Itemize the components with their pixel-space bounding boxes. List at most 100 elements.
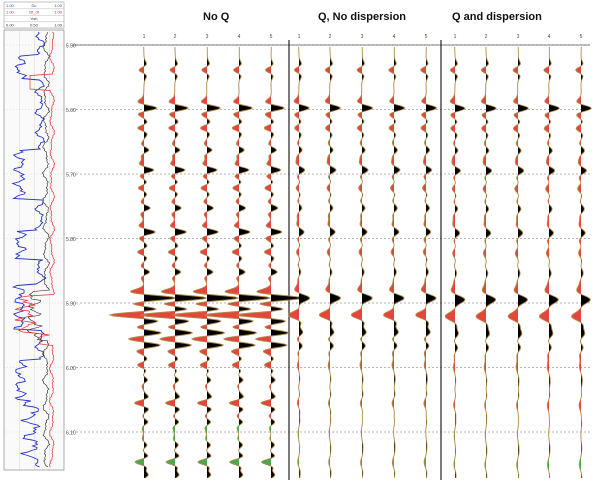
seismic-trace <box>287 47 311 479</box>
trace-number-label: 5 <box>270 34 273 40</box>
log-header-label: 1.00 <box>54 23 63 28</box>
log-header-label: 0.50 <box>30 23 39 28</box>
trace-number-label: 4 <box>393 34 396 40</box>
wiggle-line <box>108 47 178 479</box>
trace-number-label: 3 <box>517 34 520 40</box>
trace-number-label: 5 <box>580 34 583 40</box>
log-header-label: Vsh <box>31 16 38 21</box>
log-header-label: 1.00 <box>6 3 15 8</box>
negative-amplitude-fill <box>392 425 394 478</box>
seismic-trace <box>538 47 560 478</box>
seismic-trace <box>203 47 272 479</box>
wiggle-line <box>538 47 560 478</box>
negative-amplitude-fill <box>297 425 299 478</box>
wiggle-line <box>171 47 240 479</box>
panel-title-q-no-dispersion: Q, No dispersion <box>318 11 407 23</box>
negative-amplitude-fill <box>205 47 239 425</box>
positive-amplitude-fill <box>144 47 176 478</box>
negative-amplitude-fill <box>172 47 207 425</box>
seismic-trace <box>475 47 497 479</box>
negative-amplitude-fill <box>135 425 144 478</box>
negative-amplitude-fill <box>453 425 455 478</box>
time-tick-label: 5.80 <box>66 237 76 243</box>
trace-number-label: 1 <box>454 34 457 40</box>
positive-amplitude-fill <box>175 47 207 478</box>
time-tick-label: 5.60 <box>66 108 76 114</box>
sonic-log-curve <box>14 31 56 468</box>
wiggle-line <box>571 47 592 478</box>
negative-amplitude-fill <box>415 47 426 425</box>
wiggle-line <box>415 47 438 479</box>
negative-amplitude-fill <box>229 425 239 478</box>
negative-amplitude-fill <box>328 425 330 478</box>
negative-amplitude-fill <box>571 47 581 425</box>
negative-amplitude-fill <box>288 47 299 425</box>
log-header-label: Dt_dl <box>29 10 38 15</box>
log-header-label: Dc <box>32 3 37 8</box>
panel-title-q-and-dispersion: Q and dispersion <box>452 11 542 23</box>
negative-amplitude-fill <box>476 47 486 425</box>
trace-number-label: 3 <box>361 34 364 40</box>
trace-number-label: 1 <box>143 34 146 40</box>
wiggle-line <box>235 47 304 479</box>
seismic-trace <box>108 47 178 479</box>
seismic-trace <box>444 47 466 478</box>
positive-amplitude-fill <box>207 47 239 478</box>
negative-amplitude-fill <box>539 47 549 425</box>
wiggle-line <box>139 47 208 479</box>
seismic-trace <box>350 47 374 479</box>
negative-amplitude-fill <box>319 47 330 425</box>
negative-amplitude-fill <box>237 47 271 425</box>
log-header-label: 0.00 <box>6 23 15 28</box>
negative-amplitude-fill <box>579 425 581 478</box>
log-header-box <box>3 1 65 29</box>
log-header-label: 1.00 <box>54 10 63 15</box>
trace-number-label: 2 <box>485 34 488 40</box>
negative-amplitude-fill <box>110 47 144 425</box>
negative-amplitude-fill <box>424 425 426 478</box>
negative-amplitude-fill <box>484 425 486 478</box>
trace-number-label: 3 <box>206 34 209 40</box>
log-header-label: 1.00 <box>6 10 15 15</box>
trace-number-label: 2 <box>329 34 332 40</box>
wiggle-line <box>382 47 406 479</box>
time-tick-label: 5.90 <box>66 302 76 308</box>
time-tick-label: 5.70 <box>66 173 76 179</box>
seismic-trace <box>235 47 304 479</box>
density-log-curve <box>26 31 51 468</box>
negative-amplitude-fill <box>508 47 518 425</box>
wiggle-line <box>203 47 272 479</box>
wiggle-line <box>287 47 311 479</box>
wiggle-line <box>444 47 466 478</box>
negative-amplitude-fill <box>547 425 549 478</box>
wiggle-line <box>507 47 529 478</box>
time-tick-label: 5.50 <box>66 44 76 50</box>
negative-amplitude-fill <box>197 425 207 478</box>
trace-number-label: 1 <box>298 34 301 40</box>
positive-amplitude-fill <box>239 47 270 478</box>
time-tick-label: 6.10 <box>66 431 76 437</box>
vsh-log-curve <box>11 31 47 468</box>
log-header-label: 1.00 <box>54 3 63 8</box>
wiggle-line <box>318 47 342 479</box>
seismic-trace <box>382 47 406 479</box>
trace-number-label: 4 <box>238 34 241 40</box>
negative-amplitude-fill <box>261 425 271 478</box>
time-tick-label: 6.00 <box>66 366 76 372</box>
positive-amplitude-fill <box>271 47 302 478</box>
wiggle-line <box>475 47 497 479</box>
seismic-trace <box>171 47 240 479</box>
seismic-trace <box>139 47 208 479</box>
trace-number-label: 5 <box>425 34 428 40</box>
negative-amplitude-fill <box>516 425 518 478</box>
panel-title-no-q: No Q <box>203 11 230 23</box>
seismic-trace <box>318 47 342 479</box>
seismic-trace <box>571 47 592 478</box>
log-track-frame <box>3 29 65 471</box>
trace-number-label: 4 <box>548 34 551 40</box>
wiggle-line <box>350 47 374 479</box>
seismic-trace <box>415 47 438 479</box>
trace-number-label: 2 <box>174 34 177 40</box>
negative-amplitude-fill <box>360 425 362 478</box>
